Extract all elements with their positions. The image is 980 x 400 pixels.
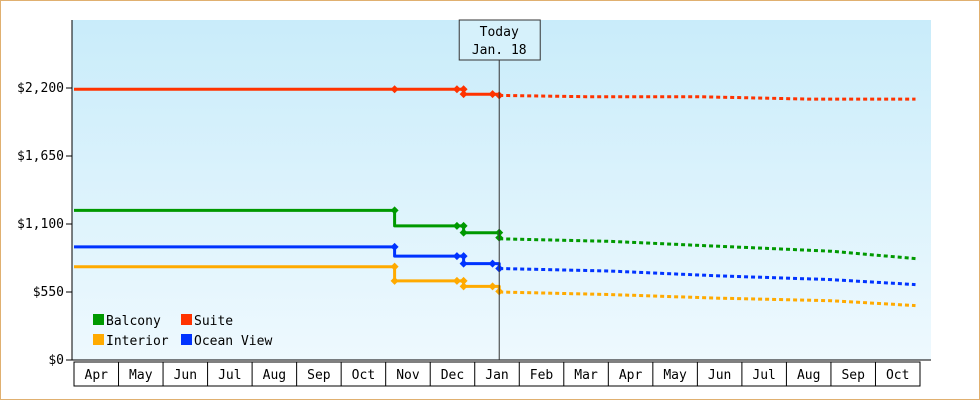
legend-label-ocean-view: Ocean View: [194, 334, 272, 349]
x-tick-label-12: Apr: [619, 368, 643, 383]
series-balcony-point-1: [452, 221, 461, 230]
legend-swatch-suite: [181, 314, 192, 325]
x-axis-band: [73, 361, 921, 387]
series-suite-point-4: [488, 90, 497, 99]
series-suite-point-1: [452, 85, 461, 94]
today-date: Jan. 18: [472, 43, 527, 58]
series-interior-point-2: [452, 276, 461, 285]
x-tick-label-18: Oct: [886, 368, 909, 383]
x-tick-label-15: Jul: [752, 368, 775, 383]
series-interior: [74, 262, 916, 308]
today-marker: Today Jan. 18: [458, 19, 541, 360]
series-interior-point-3: [459, 276, 468, 285]
series-layer: [74, 85, 916, 308]
x-tick-label-14: Jun: [708, 368, 731, 383]
x-tick-label-5: Sep: [307, 368, 331, 383]
series-suite: [74, 85, 916, 101]
series-ocean-view-point-2: [459, 252, 468, 261]
legend-swatch-balcony: [93, 314, 104, 325]
series-suite-point-2: [459, 85, 468, 94]
legend: Balcony Suite Interior Ocean View: [93, 314, 272, 349]
series-ocean-view-point-4: [488, 259, 497, 268]
series-balcony-forecast-line: [499, 237, 916, 261]
x-tick-label-9: Jan: [485, 368, 508, 383]
series-interior-point-5: [488, 282, 497, 291]
x-tick-label-16: Aug: [797, 368, 820, 383]
x-tick-label-3: Jul: [218, 368, 241, 383]
series-suite-point-3: [459, 90, 468, 99]
x-tick-label-11: Mar: [574, 368, 598, 383]
x-tick-label-7: Nov: [396, 368, 420, 383]
legend-label-interior: Interior: [106, 334, 169, 349]
legend-swatch-ocean-view: [181, 334, 192, 345]
series-interior-forecast-line: [499, 290, 916, 308]
series-balcony-point-3: [459, 228, 468, 237]
plot-background: [72, 20, 931, 360]
y-tick-label-3: $1,650: [17, 149, 64, 164]
y-axis: $0 $550 $1,100 $1,650 $2,200: [17, 20, 73, 368]
x-tick-label-2: Jun: [174, 368, 197, 383]
today-label: Today: [480, 25, 519, 40]
series-balcony-point-0: [390, 206, 399, 215]
x-tick-label-4: Aug: [263, 368, 286, 383]
x-tick-label-1: May: [129, 368, 153, 383]
series-interior-point-0: [390, 262, 399, 271]
y-tick-label-0: $0: [48, 353, 64, 368]
x-axis: Apr May Jun Jul Aug Sep Oct Nov Dec Jan Feb Mar Apr M…: [72, 359, 931, 387]
today-box: [458, 19, 541, 61]
series-ocean-view-point-0: [390, 242, 399, 251]
legend-swatch-interior: [93, 334, 104, 345]
x-tick-label-0: Apr: [85, 368, 109, 383]
series-suite-forecast-line: [499, 93, 916, 101]
series-interior-point-1: [390, 276, 399, 285]
y-tick-label-2: $1,100: [17, 217, 64, 232]
legend-label-balcony: Balcony: [106, 314, 161, 329]
x-tick-label-17: Sep: [841, 368, 865, 383]
legend-label-suite: Suite: [194, 314, 233, 329]
series-balcony-point-2: [459, 221, 468, 230]
series-ocean-view-point-3: [459, 259, 468, 268]
x-tick-label-6: Oct: [352, 368, 375, 383]
series-interior-point-4: [459, 282, 468, 291]
y-tick-label-1: $550: [33, 285, 64, 300]
series-ocean-view-forecast-line: [499, 267, 916, 287]
x-tick-label-8: Dec: [441, 368, 464, 383]
x-tick-label-10: Feb: [530, 368, 554, 383]
y-tick-label-4: $2,200: [17, 81, 64, 96]
series-suite-point-0: [390, 85, 399, 94]
series-ocean-view-point-1: [452, 252, 461, 261]
x-tick-label-13: May: [663, 368, 687, 383]
